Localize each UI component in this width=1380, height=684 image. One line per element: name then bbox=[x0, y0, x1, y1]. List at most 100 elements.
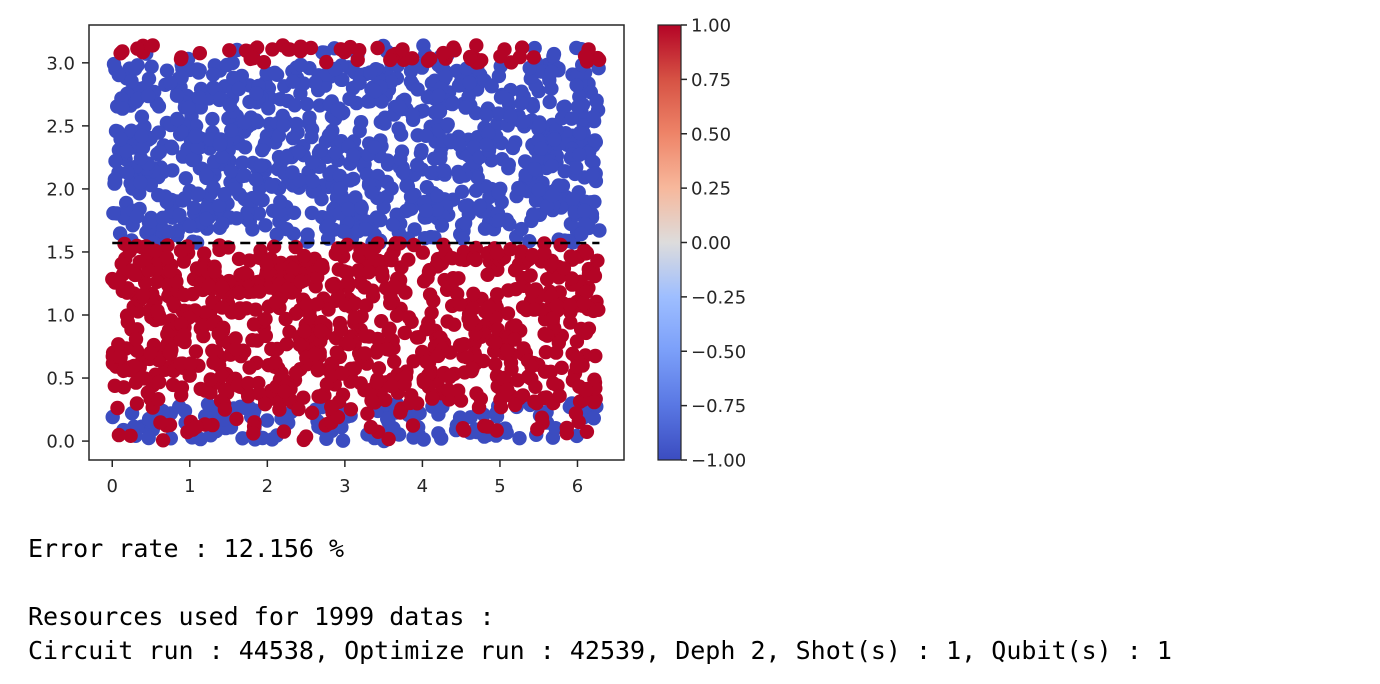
point-class-pos bbox=[111, 273, 127, 289]
y-tick-label: 0.5 bbox=[46, 369, 75, 390]
point-class-pos bbox=[153, 415, 168, 430]
point-class-neg bbox=[572, 125, 587, 141]
point-class-neg bbox=[219, 57, 235, 73]
point-class-pos bbox=[123, 428, 138, 443]
point-class-pos bbox=[489, 245, 505, 261]
point-class-pos bbox=[265, 42, 280, 57]
point-class-pos bbox=[446, 271, 461, 286]
point-class-neg bbox=[531, 182, 546, 198]
point-class-pos bbox=[111, 337, 126, 352]
point-class-pos bbox=[132, 254, 147, 270]
point-class-neg bbox=[470, 170, 485, 185]
y-tick-label: 1.5 bbox=[46, 242, 75, 263]
point-class-pos bbox=[397, 325, 412, 341]
point-class-neg bbox=[587, 133, 603, 148]
point-class-pos bbox=[488, 335, 503, 350]
point-class-neg bbox=[462, 75, 477, 91]
point-class-neg bbox=[527, 161, 542, 177]
point-class-neg bbox=[124, 73, 139, 89]
point-class-neg bbox=[526, 207, 541, 222]
point-class-pos bbox=[510, 373, 525, 388]
point-class-neg bbox=[374, 94, 389, 109]
point-class-neg bbox=[572, 147, 587, 162]
point-class-neg bbox=[215, 216, 230, 231]
point-class-neg bbox=[134, 109, 150, 124]
point-class-pos bbox=[500, 343, 515, 358]
point-class-neg bbox=[514, 96, 529, 111]
point-class-neg bbox=[286, 205, 302, 220]
point-class-neg bbox=[253, 158, 268, 173]
point-class-pos bbox=[409, 330, 425, 345]
point-class-pos bbox=[279, 337, 294, 352]
point-class-pos bbox=[246, 50, 261, 66]
point-class-pos bbox=[466, 286, 481, 301]
point-class-pos bbox=[406, 237, 422, 253]
x-tick-label: 0 bbox=[107, 476, 118, 497]
point-class-pos bbox=[177, 327, 192, 343]
point-class-pos bbox=[259, 257, 274, 272]
point-class-pos bbox=[130, 41, 145, 56]
x-tick-label: 5 bbox=[494, 476, 505, 497]
point-class-pos bbox=[169, 274, 184, 289]
point-class-neg bbox=[452, 137, 467, 152]
point-class-pos bbox=[145, 38, 160, 53]
point-class-neg bbox=[570, 99, 585, 115]
point-class-neg bbox=[359, 167, 374, 182]
point-class-pos bbox=[579, 245, 595, 261]
point-class-neg bbox=[120, 165, 135, 180]
point-class-neg bbox=[348, 190, 363, 205]
point-class-pos bbox=[383, 296, 398, 311]
point-class-neg bbox=[140, 88, 156, 104]
point-class-neg bbox=[491, 185, 506, 201]
point-class-pos bbox=[257, 397, 273, 412]
colorbar-tick-label: 0.50 bbox=[691, 124, 731, 145]
point-class-pos bbox=[508, 318, 523, 333]
point-class-pos bbox=[166, 295, 181, 311]
x-tick-label: 1 bbox=[184, 476, 195, 497]
point-class-pos bbox=[246, 426, 261, 441]
point-class-neg bbox=[440, 117, 455, 132]
point-class-pos bbox=[398, 369, 414, 385]
point-class-pos bbox=[347, 296, 363, 311]
point-class-pos bbox=[383, 249, 399, 265]
point-class-pos bbox=[452, 338, 468, 353]
point-class-pos bbox=[293, 39, 308, 54]
point-class-pos bbox=[489, 423, 504, 438]
point-class-neg bbox=[533, 141, 549, 156]
x-tick-label: 6 bbox=[572, 476, 583, 497]
point-class-neg bbox=[410, 157, 425, 173]
point-class-pos bbox=[162, 263, 178, 279]
point-class-neg bbox=[565, 192, 580, 207]
point-class-neg bbox=[393, 151, 408, 167]
point-class-pos bbox=[554, 360, 569, 375]
point-class-neg bbox=[289, 116, 304, 132]
point-class-pos bbox=[150, 303, 165, 319]
point-class-neg bbox=[144, 59, 159, 74]
point-class-neg bbox=[226, 70, 241, 86]
point-class-pos bbox=[559, 420, 574, 436]
point-class-neg bbox=[231, 81, 247, 97]
point-class-pos bbox=[590, 50, 605, 66]
point-class-neg bbox=[133, 175, 148, 190]
point-class-neg bbox=[285, 74, 301, 89]
point-class-pos bbox=[330, 409, 346, 425]
point-class-neg bbox=[534, 64, 549, 79]
point-class-pos bbox=[310, 270, 325, 285]
point-class-pos bbox=[471, 400, 487, 415]
point-class-neg bbox=[346, 147, 361, 163]
point-class-neg bbox=[269, 227, 284, 242]
point-class-neg bbox=[457, 216, 473, 231]
point-class-pos bbox=[507, 332, 522, 347]
point-class-neg bbox=[214, 149, 230, 164]
point-class-pos bbox=[500, 382, 515, 397]
point-class-pos bbox=[546, 376, 561, 391]
point-class-pos bbox=[205, 343, 220, 358]
point-class-pos bbox=[128, 332, 144, 347]
point-class-neg bbox=[119, 143, 134, 159]
point-class-pos bbox=[420, 53, 436, 68]
point-class-neg bbox=[367, 140, 382, 155]
point-class-pos bbox=[364, 245, 379, 261]
point-class-pos bbox=[537, 364, 553, 379]
point-class-pos bbox=[240, 376, 256, 391]
point-class-neg bbox=[245, 222, 260, 237]
